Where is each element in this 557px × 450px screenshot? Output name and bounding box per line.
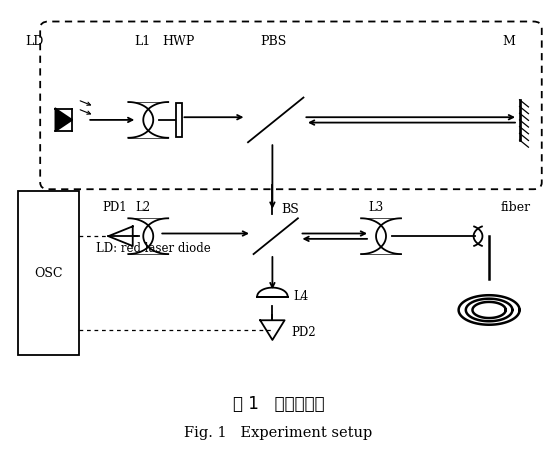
Text: M: M	[502, 35, 515, 48]
Text: OSC: OSC	[34, 266, 63, 279]
Polygon shape	[56, 109, 72, 131]
Text: BS: BS	[281, 203, 299, 216]
Text: Fig. 1   Experiment setup: Fig. 1 Experiment setup	[184, 426, 373, 440]
Bar	[18, 191, 79, 355]
FancyBboxPatch shape	[40, 22, 542, 189]
Bar	[176, 103, 182, 137]
Text: L3: L3	[368, 201, 383, 214]
Text: PD2: PD2	[292, 326, 316, 339]
Text: L1: L1	[135, 35, 151, 48]
Text: L2: L2	[135, 201, 150, 214]
Text: LD: LD	[26, 35, 44, 48]
Text: 图 1   实验装置图: 图 1 实验装置图	[233, 395, 324, 413]
Text: PBS: PBS	[260, 35, 286, 48]
Text: LD: red laser diode: LD: red laser diode	[96, 242, 211, 255]
Text: PD1: PD1	[102, 201, 128, 214]
Text: HWP: HWP	[163, 35, 195, 48]
Text: fiber: fiber	[500, 201, 530, 214]
Text: L4: L4	[293, 290, 309, 303]
